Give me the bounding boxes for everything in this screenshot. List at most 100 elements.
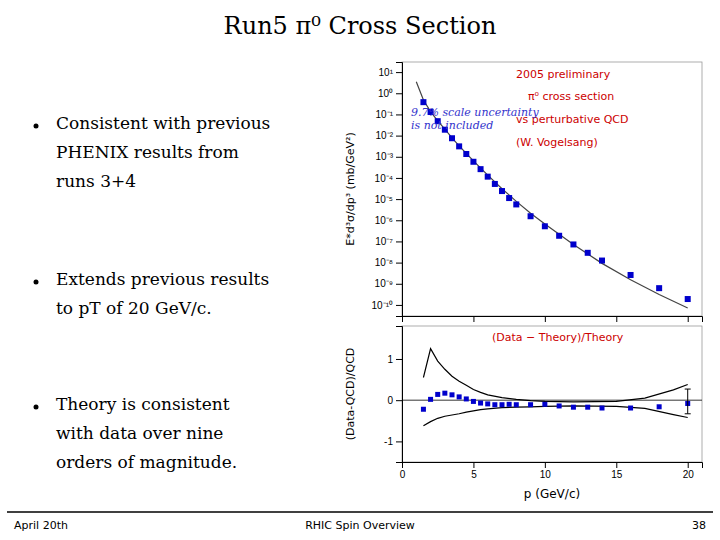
tick-mark: [396, 400, 402, 401]
line: [423, 349, 687, 402]
tick-label: 20: [683, 469, 695, 480]
tick-mark: [396, 199, 402, 200]
tick-label: 10⁻⁶: [375, 215, 393, 226]
axis-line: [403, 317, 703, 323]
point: [450, 392, 455, 397]
annotation: (Data − Theory)/Theory: [492, 331, 624, 344]
tick: -1: [384, 436, 402, 447]
point: [600, 406, 605, 411]
tick-label: 10⁰: [378, 88, 393, 99]
plot-frame: [402, 326, 702, 462]
point: [500, 402, 505, 407]
tick-label: 1: [387, 354, 393, 365]
error-bar: [685, 389, 691, 414]
annotation-line: π⁰ cross section: [528, 90, 614, 103]
tick-label: 10⁻⁹: [375, 278, 393, 289]
tick-label: 10⁻⁴: [375, 173, 393, 184]
tick: 10⁻⁵: [375, 194, 402, 205]
x-axis: 05101520: [400, 462, 703, 480]
point: [685, 296, 691, 302]
tick-mark: [396, 72, 402, 73]
point: [470, 159, 476, 165]
annotation-line: 9.7% scale uncertainty: [411, 106, 539, 119]
tick-mark: [396, 305, 402, 306]
tick-mark: [545, 462, 546, 468]
tick-label: 10⁻⁸: [375, 257, 393, 268]
tick-mark: [396, 220, 402, 221]
point: [657, 404, 662, 409]
tick: [616, 316, 617, 322]
point: [542, 223, 548, 229]
tick-mark: [545, 316, 546, 322]
point: [471, 399, 476, 404]
point: [585, 405, 590, 410]
point: [556, 233, 562, 239]
tick: 10⁻¹: [376, 109, 402, 120]
y-axis-title: (Data-QCD)/QCD: [344, 348, 357, 441]
tick-label: -1: [384, 436, 393, 447]
tick: 10⁻²: [376, 130, 402, 141]
tick-mark: [396, 441, 402, 442]
tick: 10¹: [379, 67, 402, 78]
annotation-line: is not included: [411, 119, 493, 132]
y-axis: -1 0 1: [384, 327, 402, 463]
tick-mark: [396, 241, 402, 242]
tick-mark: [688, 316, 689, 322]
tick: 10: [540, 462, 552, 480]
annotation: π⁰ cross section: [528, 90, 614, 103]
tick-label: 10¹: [379, 67, 394, 78]
bullet-dot: [34, 280, 39, 285]
slide: Run5 π⁰ Cross SectionConsistent with pre…: [0, 0, 720, 540]
tick: 10⁻⁹: [375, 278, 402, 289]
point: [542, 402, 547, 407]
point: [557, 403, 562, 408]
footer-rule: [7, 511, 713, 513]
tick-mark: [396, 284, 402, 285]
tick-mark: [616, 462, 617, 468]
y-axis-title: E*d³σ/dp³ (mb/GeV²): [344, 132, 357, 246]
point: [485, 401, 490, 406]
tick: 10⁻⁶: [375, 215, 402, 226]
tick-mark: [396, 93, 402, 94]
point: [499, 188, 505, 194]
annotation: 9.7% scale uncertaintyis not included: [411, 106, 539, 133]
annotation-line: (Data − Theory)/Theory: [492, 331, 624, 344]
point: [420, 99, 426, 105]
tick: 10⁻⁴: [375, 173, 402, 184]
tick-label: 10⁻¹⁰: [372, 300, 393, 311]
bullet-text: Consistent with previous: [56, 113, 270, 133]
annotation: (W. Vogelsang): [516, 136, 598, 149]
point: [456, 143, 462, 149]
plot: 05101520-101(Data-QCD)/QCDp (GeV/c)(Data…: [344, 326, 703, 501]
point: [449, 135, 455, 141]
point: [428, 397, 433, 402]
tick-mark: [396, 263, 402, 264]
point: [421, 407, 426, 412]
point: [628, 406, 633, 411]
point: [492, 402, 497, 407]
tick-mark: [688, 462, 689, 468]
bullet-text: Theory is consistent: [56, 394, 230, 414]
annotation: 2005 preliminary: [516, 68, 611, 81]
point: [585, 250, 591, 256]
x-axis: [403, 316, 703, 322]
footer-text: April 20th: [14, 519, 68, 532]
point: [463, 151, 469, 157]
tick: 20: [683, 462, 695, 480]
tick-label: 0: [400, 469, 406, 480]
point: [457, 394, 462, 399]
tick-label: 10⁻⁵: [375, 194, 393, 205]
tick: 10⁻¹⁰: [372, 300, 402, 311]
tick-mark: [396, 114, 402, 115]
plot-frame: [402, 62, 702, 316]
tick-mark: [473, 316, 474, 322]
bullet-dot: [34, 405, 39, 410]
tick: [688, 316, 689, 322]
footer-text: RHIC Spin Overview: [305, 519, 415, 532]
tick-mark: [616, 316, 617, 322]
tick-mark: [396, 178, 402, 179]
tick: 0: [387, 395, 402, 406]
bullet-dot: [34, 124, 39, 129]
point: [514, 402, 519, 407]
tick-mark: [473, 462, 474, 468]
